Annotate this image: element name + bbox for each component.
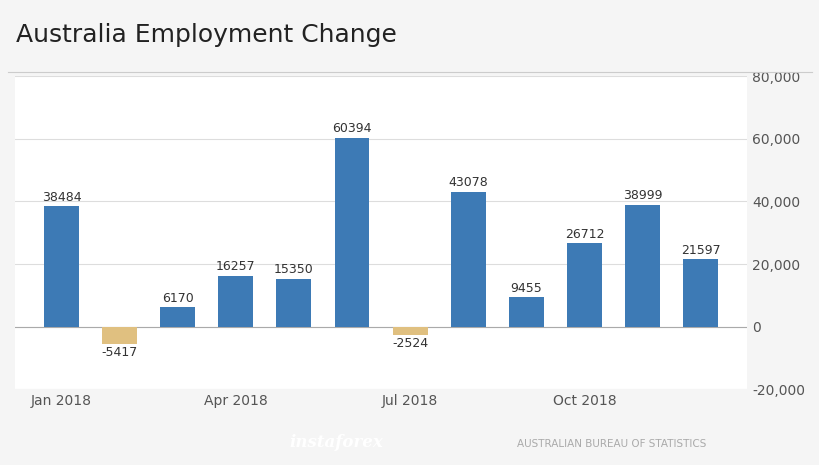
Text: 60394: 60394 bbox=[332, 122, 371, 135]
Text: 16257: 16257 bbox=[215, 260, 256, 273]
Bar bbox=[218, 276, 253, 327]
Text: 26712: 26712 bbox=[564, 227, 604, 240]
Bar bbox=[44, 206, 79, 327]
Bar bbox=[509, 297, 543, 327]
Bar bbox=[160, 307, 195, 327]
Bar bbox=[682, 259, 717, 327]
Text: 38484: 38484 bbox=[42, 191, 81, 204]
Text: 38999: 38999 bbox=[622, 189, 662, 202]
Bar bbox=[276, 279, 311, 327]
Bar bbox=[102, 327, 137, 344]
Text: 9455: 9455 bbox=[510, 282, 541, 295]
Text: 6170: 6170 bbox=[161, 292, 193, 305]
Bar bbox=[450, 192, 485, 327]
Bar bbox=[334, 138, 369, 327]
Text: AUSTRALIAN BUREAU OF STATISTICS: AUSTRALIAN BUREAU OF STATISTICS bbox=[516, 439, 705, 449]
Bar bbox=[392, 327, 427, 335]
Text: -5417: -5417 bbox=[102, 346, 138, 359]
Text: 15350: 15350 bbox=[274, 263, 314, 276]
Bar bbox=[566, 243, 601, 327]
Text: 43078: 43078 bbox=[448, 176, 487, 189]
Text: 21597: 21597 bbox=[680, 244, 720, 257]
Bar bbox=[624, 205, 659, 327]
Text: instaforex: instaforex bbox=[289, 434, 382, 452]
Text: Australia Employment Change: Australia Employment Change bbox=[16, 23, 396, 47]
Text: -2524: -2524 bbox=[391, 337, 428, 350]
